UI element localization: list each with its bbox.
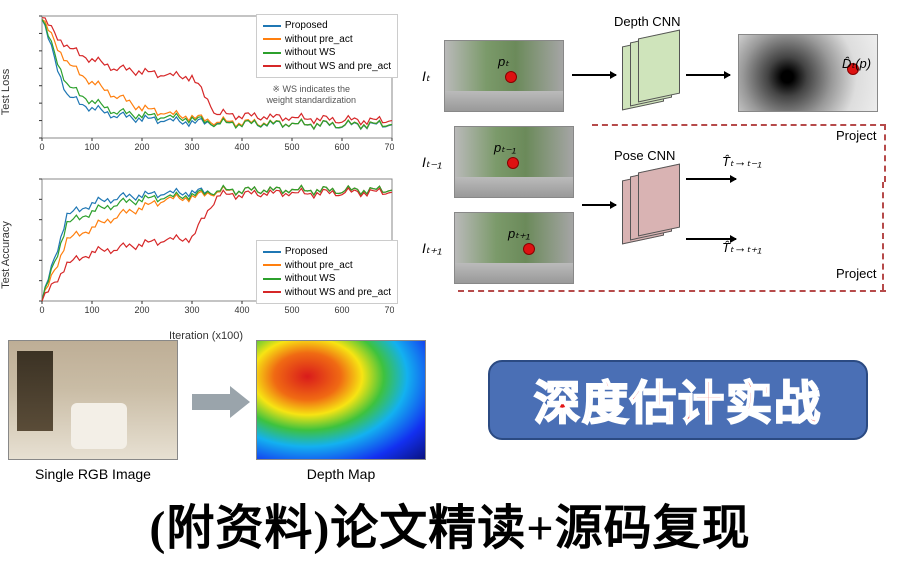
depth-heatmap [256,340,426,460]
svg-text:500: 500 [284,142,299,152]
svg-text:500: 500 [284,305,299,315]
svg-text:600: 600 [334,305,349,315]
legend-swatch [263,251,281,253]
svg-text:300: 300 [184,142,199,152]
test-accuracy-chart: Test Accuracy Iteration (x100) 010020030… [8,171,404,326]
acc-legend: Proposedwithout pre_actwithout WSwithout… [256,240,398,304]
legend-label: without WS and pre_act [285,286,391,300]
legend-item: without WS [263,46,391,60]
ws-footnote: ※ WS indicates the weight standardizatio… [266,84,356,106]
depth-map-label: Depth Map [256,466,426,482]
loss-ylabel: Test Loss [0,68,12,114]
depth-cnn-label: Depth CNN [614,14,680,29]
point-tm1-label: pₜ₋₁ [494,140,516,156]
point-t [505,71,517,83]
point-tp1 [523,243,535,255]
legend-label: Proposed [285,245,328,259]
legend-label: without pre_act [285,33,353,47]
title-badge: 深度估计实战 [488,360,868,440]
acc-ylabel: Test Accuracy [0,221,12,289]
footnote-line2: weight standardization [266,95,356,106]
arrow-to-pose-cnn [582,204,616,206]
frame-tm1 [454,126,574,198]
legend-swatch [263,52,281,54]
legend-swatch [263,65,281,67]
rgb-image-label: Single RGB Image [8,466,178,482]
legend-swatch [263,264,281,266]
project-label-1: Project [836,128,876,143]
legend-swatch [263,38,281,40]
rgb-image [8,340,178,460]
arrow-right-icon [192,394,234,410]
project-dash-2 [458,290,886,292]
legend-label: without WS [285,272,336,286]
svg-text:100: 100 [84,142,99,152]
legend-swatch [263,291,281,293]
depth-output-label: D̂ₜ(p) [842,56,871,72]
legend-item: without WS and pre_act [263,286,391,300]
legend-label: without WS [285,46,336,60]
svg-text:700: 700 [384,305,394,315]
project-label-2: Project [836,266,876,281]
legend-swatch [263,25,281,27]
arrow-to-depthmap [686,74,730,76]
svg-text:700: 700 [384,142,394,152]
svg-text:0: 0 [39,142,44,152]
legend-item: without WS [263,272,391,286]
project-dash-vert [882,182,884,290]
test-loss-chart: Test Loss 010020030040050060070001234567… [8,8,404,163]
legend-item: Proposed [263,245,391,259]
svg-text:100: 100 [84,305,99,315]
footnote-line1: ※ WS indicates the [266,84,356,95]
depth-slab-3 [638,30,680,103]
point-t-label: pₜ [498,54,509,70]
point-tp1-label: pₜ₊₁ [508,226,530,242]
badge-text: 深度估计实战 [534,367,822,433]
loss-legend: Proposedwithout pre_actwithout WSwithout… [256,14,398,78]
svg-text:400: 400 [234,142,249,152]
legend-item: without WS and pre_act [263,60,391,74]
legend-item: without pre_act [263,33,391,47]
legend-label: without WS and pre_act [285,60,391,74]
svg-text:0: 0 [39,305,44,315]
depth-cnn: Depth CNN [622,36,678,122]
t-hat-tp1: T̂ₜ→ₜ₊₁ [722,240,762,256]
charts-panel: Test Loss 010020030040050060070001234567… [8,8,408,328]
svg-text:300: 300 [184,305,199,315]
point-tm1 [507,157,519,169]
svg-text:200: 200 [134,142,149,152]
subtitle-text: (附资料)论文精读+源码复现 [0,488,900,558]
frame-tm1-label: Iₜ₋₁ [422,154,442,171]
legend-item: Proposed [263,19,391,33]
legend-label: without pre_act [285,259,353,273]
frame-tp1 [454,212,574,284]
svg-text:600: 600 [334,142,349,152]
legend-label: Proposed [285,19,328,33]
frame-tp1-label: Iₜ₊₁ [422,240,442,257]
svg-text:200: 200 [134,305,149,315]
rgb-to-depth-pair: Single RGB Image Depth Map [8,340,428,500]
pose-cnn: Pose CNN [622,170,678,256]
depth-pose-diagram: Iₜ pₜ Iₜ₋₁ pₜ₋₁ Iₜ₊₁ pₜ₊₁ Depth CNN D̂ₜ(… [422,14,894,314]
svg-text:400: 400 [234,305,249,315]
legend-swatch [263,278,281,280]
frame-t-label: Iₜ [422,68,430,85]
legend-item: without pre_act [263,259,391,273]
arrow-to-depth-cnn [572,74,616,76]
depth-output [738,34,878,112]
frame-t [444,40,564,112]
